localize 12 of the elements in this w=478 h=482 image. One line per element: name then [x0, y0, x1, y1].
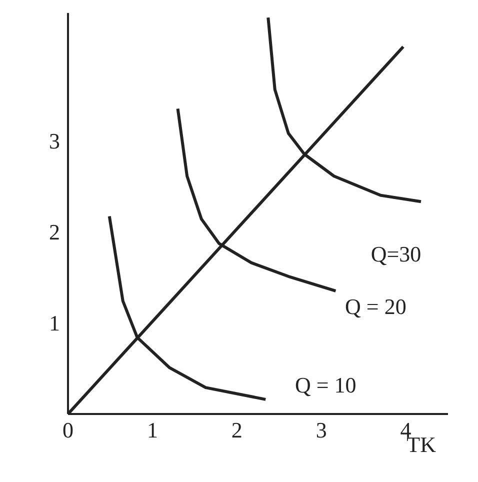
x-tick-label: 3	[316, 418, 327, 443]
line-series	[108, 214, 268, 401]
x-tick-label: 0	[62, 418, 74, 443]
series-label: Q=30	[370, 242, 422, 267]
y-tick-label: 2	[49, 220, 60, 245]
y-tick-label: 1	[49, 310, 60, 336]
x-tick-label: 1	[146, 418, 158, 443]
series-label: Q = 10	[294, 372, 356, 398]
x-tick-label: 2	[231, 418, 242, 443]
y-tick-label: 3	[49, 128, 60, 154]
line-series	[176, 107, 338, 292]
series-label: Q = 20	[345, 294, 406, 320]
